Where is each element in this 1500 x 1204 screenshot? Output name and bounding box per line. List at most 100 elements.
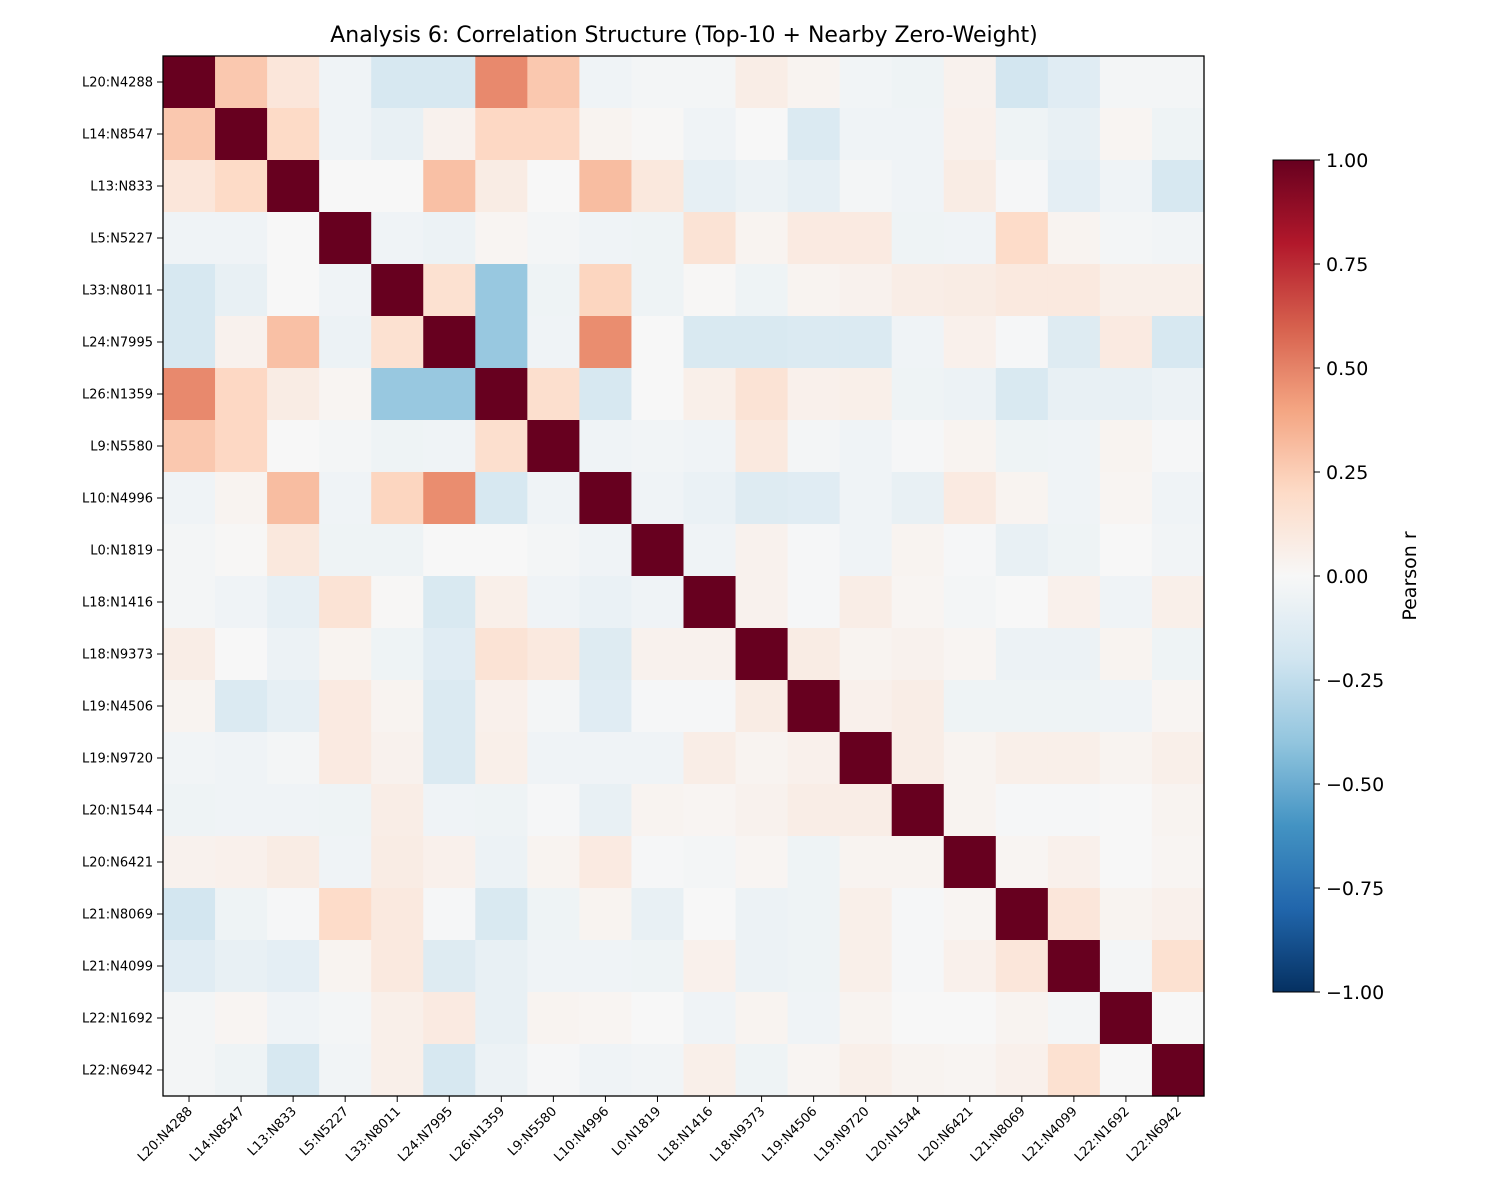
heatmap-cell-r3-c18 <box>1099 212 1153 265</box>
heatmap-cell-r4-c0 <box>163 264 216 317</box>
heatmap-cell-r5-c3 <box>319 316 372 369</box>
heatmap-cell-r8-c19 <box>1151 472 1205 525</box>
heatmap-cell-r16-c5 <box>423 888 476 941</box>
heatmap-cell-r16-c4 <box>371 888 424 941</box>
heatmap-cell-r11-c5 <box>423 628 476 681</box>
heatmap-cell-r2-c17 <box>1047 160 1101 213</box>
heatmap-cell-r6-c17 <box>1047 368 1101 421</box>
y-axis: L20:N4288 L14:N8547 L13:N833 L5:N5227 L33:N8… <box>82 76 163 1079</box>
y-tick-label: L9:N5580 <box>90 440 153 455</box>
heatmap-cell-r1-c12 <box>787 108 841 161</box>
heatmap-cell-r14-c10 <box>683 784 737 837</box>
y-tick-label: L5:N5227 <box>90 232 153 247</box>
heatmap-cell-r9-c8 <box>579 524 633 577</box>
heatmap-cell-r6-c11 <box>735 368 789 421</box>
heatmap-cell-r9-c0 <box>163 524 216 577</box>
heatmap-cell-r15-c1 <box>215 836 268 889</box>
x-tick-label: L19:N9720 <box>812 1104 873 1165</box>
heatmap-cell-r1-c14 <box>891 108 945 161</box>
heatmap-cell-r6-c1 <box>215 368 268 421</box>
heatmap-cell-r17-c2 <box>267 940 320 993</box>
heatmap-cell-r2-c12 <box>787 160 841 213</box>
x-tick-label: L19:N4506 <box>760 1104 821 1165</box>
heatmap-cell-r10-c2 <box>267 576 320 629</box>
heatmap-cell-r15-c5 <box>423 836 476 889</box>
heatmap-cell-r0-c6 <box>475 56 528 109</box>
heatmap-cell-r17-c1 <box>215 940 268 993</box>
heatmap-cell-r5-c18 <box>1099 316 1153 369</box>
heatmap-cell-r8-c5 <box>423 472 476 525</box>
heatmap-cell-r10-c13 <box>839 576 893 629</box>
heatmap-cell-r12-c18 <box>1099 680 1153 733</box>
heatmap-cell-r12-c2 <box>267 680 320 733</box>
heatmap-cell-r14-c17 <box>1047 784 1101 837</box>
heatmap-cell-r16-c2 <box>267 888 320 941</box>
heatmap-cell-r12-c9 <box>631 680 685 733</box>
heatmap-cell-r10-c14 <box>891 576 945 629</box>
heatmap-cell-r7-c11 <box>735 420 789 473</box>
heatmap-cell-r9-c10 <box>683 524 737 577</box>
heatmap-cell-r13-c15 <box>943 732 997 785</box>
heatmap-cell-r13-c19 <box>1151 732 1205 785</box>
heatmap-cell-r10-c18 <box>1099 576 1153 629</box>
heatmap-cell-r14-c9 <box>631 784 685 837</box>
heatmap-cell-r9-c7 <box>527 524 580 577</box>
heatmap-cell-r0-c1 <box>215 56 268 109</box>
heatmap-cell-r18-c7 <box>527 992 580 1045</box>
heatmap-cell-r3-c6 <box>475 212 528 265</box>
heatmap-cell-r19-c17 <box>1047 1044 1101 1097</box>
heatmap-cell-r7-c2 <box>267 420 320 473</box>
x-tick-label: L22:N1692 <box>1072 1104 1133 1165</box>
heatmap-cell-r9-c1 <box>215 524 268 577</box>
heatmap-cell-r12-c7 <box>527 680 580 733</box>
y-tick-label: L26:N1359 <box>82 388 153 403</box>
x-tick-label: L18:N9373 <box>708 1104 769 1165</box>
heatmap-cell-r3-c17 <box>1047 212 1101 265</box>
heatmap-cell-r1-c18 <box>1099 108 1153 161</box>
heatmap-cell-r13-c4 <box>371 732 424 785</box>
heatmap-cell-r7-c8 <box>579 420 633 473</box>
heatmap-cell-r10-c17 <box>1047 576 1101 629</box>
heatmap-cell-r1-c17 <box>1047 108 1101 161</box>
heatmap-cell-r18-c10 <box>683 992 737 1045</box>
heatmap-cell-r3-c2 <box>267 212 320 265</box>
heatmap-cell-r2-c5 <box>423 160 476 213</box>
heatmap-cell-r19-c5 <box>423 1044 476 1097</box>
colorbar-tick-label: −1.00 <box>1326 982 1384 1004</box>
heatmap-cell-r6-c3 <box>319 368 372 421</box>
heatmap-cell-r5-c19 <box>1151 316 1205 369</box>
heatmap-cell-r8-c18 <box>1099 472 1153 525</box>
y-tick-label: L21:N4099 <box>82 960 153 975</box>
y-tick-label: L33:N8011 <box>82 284 153 299</box>
heatmap-cell-r18-c13 <box>839 992 893 1045</box>
heatmap-cell-r4-c11 <box>735 264 789 317</box>
heatmap-cell-r18-c6 <box>475 992 528 1045</box>
heatmap-cell-r4-c8 <box>579 264 633 317</box>
heatmap-cell-r8-c15 <box>943 472 997 525</box>
heatmap-cell-r7-c7 <box>527 420 580 473</box>
x-tick-label: L24:N7995 <box>395 1104 456 1165</box>
y-tick-label: L22:N1692 <box>82 1012 153 1027</box>
heatmap-cell-r16-c9 <box>631 888 685 941</box>
heatmap-cell-r7-c12 <box>787 420 841 473</box>
heatmap-cell-r6-c7 <box>527 368 580 421</box>
heatmap-cell-r5-c5 <box>423 316 476 369</box>
heatmap-cell-r11-c4 <box>371 628 424 681</box>
heatmap-cell-r6-c10 <box>683 368 737 421</box>
heatmap-cell-r2-c6 <box>475 160 528 213</box>
heatmap-cell-r0-c8 <box>579 56 633 109</box>
heatmap-cell-r9-c3 <box>319 524 372 577</box>
heatmap-cell-r14-c3 <box>319 784 372 837</box>
heatmap-cell-r17-c13 <box>839 940 893 993</box>
x-tick-label: L13:N833 <box>245 1104 300 1159</box>
heatmap-cell-r4-c7 <box>527 264 580 317</box>
heatmap-cell-r7-c1 <box>215 420 268 473</box>
heatmap-cell-r6-c19 <box>1151 368 1205 421</box>
heatmap-cell-r16-c10 <box>683 888 737 941</box>
heatmap-cell-r6-c13 <box>839 368 893 421</box>
heatmap-cell-r7-c15 <box>943 420 997 473</box>
heatmap-cell-r18-c19 <box>1151 992 1205 1045</box>
x-tick-label: L26:N1359 <box>447 1104 508 1165</box>
heatmap-cell-r19-c15 <box>943 1044 997 1097</box>
